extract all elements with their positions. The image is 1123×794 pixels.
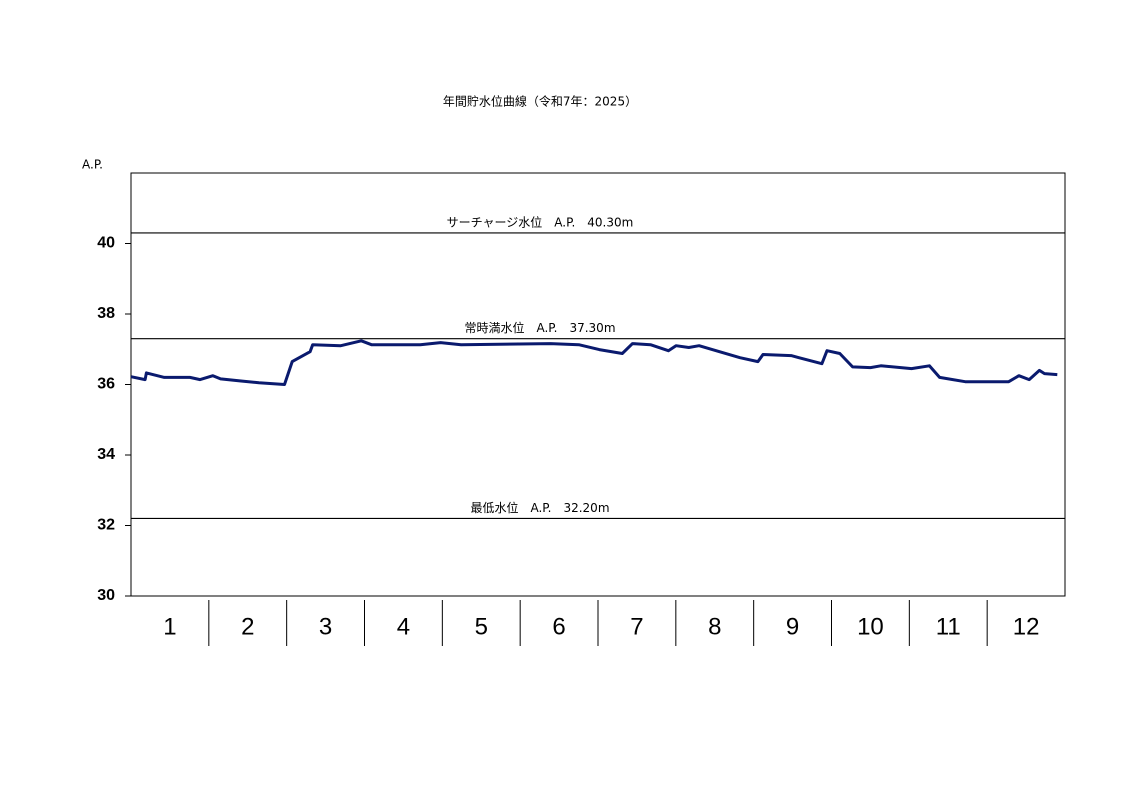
- water-level-line: [130, 339, 1058, 386]
- y-tick-label: 40: [97, 235, 115, 252]
- x-tick-label: 1: [163, 613, 176, 640]
- x-tick-label: 5: [475, 613, 488, 640]
- y-axis-label: A.P.: [82, 158, 103, 172]
- x-tick-label: 4: [397, 613, 410, 640]
- x-tick-label: 8: [708, 613, 721, 640]
- y-tick-label: 30: [97, 587, 115, 604]
- reference-label: 最低水位 A.P. 32.20m: [470, 500, 609, 515]
- x-tick-label: 11: [936, 613, 961, 640]
- x-tick-label: 3: [319, 613, 332, 640]
- y-tick-label: 34: [97, 446, 115, 463]
- reference-label: サーチャージ水位 A.P. 40.30m: [447, 214, 634, 229]
- x-tick-label: 12: [1013, 613, 1040, 640]
- x-tick-label: 2: [241, 613, 254, 640]
- y-tick-label: 32: [97, 517, 115, 534]
- y-tick-label: 38: [97, 305, 115, 322]
- chart-title: 年間貯水位曲線（令和7年：2025）: [443, 94, 637, 109]
- x-tick-label: 9: [786, 613, 799, 640]
- x-tick-label: 7: [630, 613, 643, 640]
- x-tick-label: 10: [857, 613, 884, 640]
- reference-label: 常時満水位 A.P. 37.30m: [464, 320, 615, 335]
- x-tick-label: 6: [552, 613, 565, 640]
- y-tick-label: 36: [97, 376, 115, 393]
